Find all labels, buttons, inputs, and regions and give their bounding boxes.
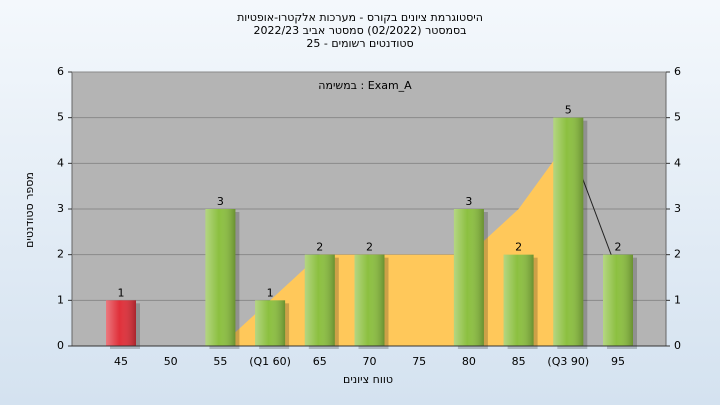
- y-tick-label: 3: [57, 202, 64, 215]
- x-tick-label: 85: [512, 355, 526, 368]
- bar-shine: [553, 117, 584, 347]
- value-label: 1: [118, 286, 125, 299]
- title-line: היסטוגרמת ציונים בקורס - מערכות אלקטרו-א…: [237, 11, 483, 24]
- value-label: 1: [267, 286, 274, 299]
- value-label: 2: [366, 241, 373, 254]
- y-tick-label: 6: [57, 65, 64, 78]
- bar-shine: [205, 209, 236, 346]
- bar-shine: [354, 254, 385, 346]
- title-line: בסמסטר (02/2022) סמסטר אביב 2022/23: [253, 24, 466, 37]
- value-label: 2: [316, 241, 323, 254]
- x-axis-label: טווח ציונים: [343, 373, 393, 386]
- bar-shine: [304, 254, 335, 346]
- y-tick-label: 4: [57, 156, 64, 169]
- x-tick-label: 70: [363, 355, 377, 368]
- y2-tick-label: 3: [674, 202, 681, 215]
- bar-shine: [106, 300, 136, 346]
- y-tick-label: 2: [57, 248, 64, 261]
- value-label: 2: [615, 241, 622, 254]
- x-tick-label: 95: [611, 355, 625, 368]
- x-tick-label: 75: [412, 355, 426, 368]
- x-tick-label: 80: [462, 355, 476, 368]
- value-label: 2: [515, 241, 522, 254]
- x-tick-label: 45: [114, 355, 128, 368]
- y2-tick-label: 6: [674, 65, 681, 78]
- bar-shine: [255, 300, 286, 346]
- x-tick-label: 50: [164, 355, 178, 368]
- value-label: 3: [217, 195, 224, 208]
- y2-tick-label: 1: [674, 293, 681, 306]
- bar-shine: [603, 254, 633, 346]
- bar-shine: [453, 209, 484, 346]
- y-tick-label: 5: [57, 111, 64, 124]
- y-axis-label: מספר סטודנטים: [23, 172, 36, 248]
- y2-tick-label: 2: [674, 248, 681, 261]
- annotation: במשימה : Exam_A: [318, 79, 412, 92]
- y2-tick-label: 0: [674, 339, 681, 352]
- y-tick-label: 0: [57, 339, 64, 352]
- title-line: סטודנטים רשומים - 25: [306, 37, 413, 50]
- x-tick-label: (Q1 60): [249, 355, 291, 368]
- value-label: 5: [565, 104, 572, 117]
- y2-tick-label: 5: [674, 111, 681, 124]
- value-label: 3: [465, 195, 472, 208]
- y-tick-label: 1: [57, 293, 64, 306]
- x-tick-label: 55: [213, 355, 227, 368]
- x-tick-label: (Q3 90): [547, 355, 589, 368]
- y2-tick-label: 4: [674, 156, 681, 169]
- bar-shine: [503, 254, 534, 346]
- x-tick-label: 65: [313, 355, 327, 368]
